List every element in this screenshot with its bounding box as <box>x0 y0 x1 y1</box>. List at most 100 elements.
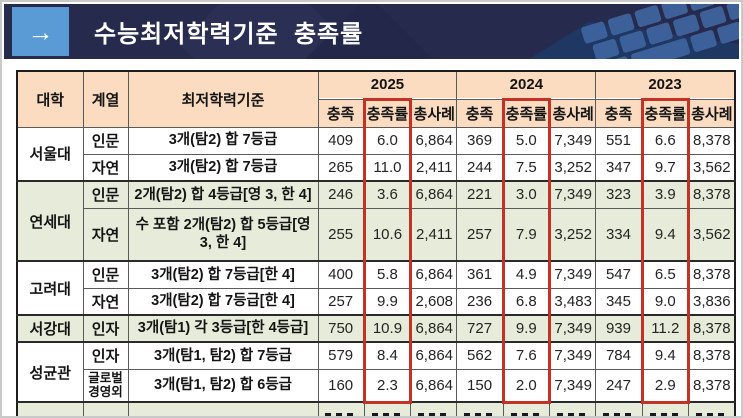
criteria-cell: 2개(탐2) 합 4등급[영 3, 한 4] <box>127 180 319 209</box>
value-cell: 6,864 <box>410 260 458 289</box>
value-cell <box>410 401 458 416</box>
value-cell: 7,349 <box>548 180 597 209</box>
value-cell: 400 <box>317 260 365 289</box>
value-cell: 5.8 <box>362 260 413 289</box>
track-cell: 인문 <box>82 180 129 209</box>
value-cell: 2,608 <box>410 287 458 316</box>
value-cell: 9.0 <box>640 287 690 316</box>
value-cell: 750 <box>317 314 365 343</box>
keyboard-image <box>529 4 739 59</box>
subheader-total: 총사례 <box>410 98 458 128</box>
track-cell: 인자 <box>82 314 129 343</box>
value-cell: 579 <box>317 341 365 370</box>
value-cell <box>548 401 597 416</box>
value-cell: 3.6 <box>362 180 413 209</box>
value-cell: 247 <box>595 368 643 403</box>
track-cell: 인문 <box>82 260 129 289</box>
value-cell: 8,378 <box>687 260 736 289</box>
value-cell: 3,252 <box>548 207 597 262</box>
value-cell: 6.6 <box>640 126 690 155</box>
subheader-met: 충족 <box>595 98 643 128</box>
value-cell: 8,378 <box>687 341 736 370</box>
value-cell: 6,864 <box>410 180 458 209</box>
value-cell: 6.8 <box>501 287 552 316</box>
value-cell: 8.4 <box>362 341 413 370</box>
table-row: 고려대 인문 3개(탐2) 합 7등급[한 4] 400 5.8 6,864 3… <box>16 260 736 316</box>
value-cell: 255 <box>317 207 365 262</box>
value-cell: 257 <box>456 207 504 262</box>
value-cell: 6,864 <box>410 341 458 370</box>
value-cell: 3,562 <box>687 207 736 262</box>
value-cell: 236 <box>456 287 504 316</box>
value-cell: 347 <box>595 153 643 182</box>
value-cell: 727 <box>456 314 504 343</box>
table-row: 자연 수 포함 2개(탐2) 합 5등급[영 3, 한 4] 255 10.6 … <box>17 207 736 262</box>
truncated-row <box>16 401 736 416</box>
header-track: 계열 <box>82 70 129 128</box>
value-cell: 3.9 <box>640 180 690 209</box>
value-cell: 257 <box>317 287 365 316</box>
table-row: 성균관 인자 3개(탐1, 탐2) 합 7등급 579 8.4 6,864 56… <box>16 341 736 403</box>
subheader-rate: 충족률 <box>362 97 413 128</box>
criteria-cell: 3개(탐1) 각 3등급[한 4등급] <box>127 314 319 343</box>
fulfillment-rate-table: 대학 계열 최저학력기준 2025 2024 2023 충족 충족률 총사례 충… <box>16 70 736 416</box>
value-cell <box>595 401 643 416</box>
table-row: 연세대 인문 2개(탐2) 합 4등급[영 3, 한 4] 246 3.6 6,… <box>16 180 736 262</box>
page-title: 수능최저학력기준 충족률 <box>94 21 364 48</box>
value-cell: 3.0 <box>501 180 552 209</box>
value-cell: 246 <box>317 180 365 209</box>
value-cell: 2,411 <box>410 207 458 262</box>
subheader-met: 충족 <box>456 98 504 128</box>
value-cell <box>363 401 412 416</box>
subheader-rate: 충족률 <box>640 97 690 128</box>
track-cell: 자연 <box>82 207 129 262</box>
header-year-2025: 2025 <box>317 70 458 100</box>
value-cell: 11.0 <box>362 153 413 182</box>
value-cell: 361 <box>456 260 504 289</box>
value-cell: 3,562 <box>687 153 736 182</box>
subheader-rate: 충족률 <box>501 97 552 128</box>
value-cell: 244 <box>456 153 504 182</box>
value-cell: 784 <box>595 341 643 370</box>
value-cell: 409 <box>317 126 365 155</box>
value-cell: 2.0 <box>501 368 552 404</box>
value-cell: 10.6 <box>362 207 413 262</box>
header-year-2023: 2023 <box>595 70 736 100</box>
value-cell: 9.7 <box>640 153 690 182</box>
value-cell: 9.9 <box>362 287 413 316</box>
value-cell: 6,864 <box>410 314 458 343</box>
track-cell: 인문 <box>82 126 129 155</box>
value-cell: 369 <box>456 126 504 155</box>
value-cell: 4.9 <box>501 260 552 289</box>
criteria-cell: 3개(탐2) 합 7등급[한 4] <box>127 260 319 289</box>
value-cell: 7,349 <box>548 260 597 289</box>
value-cell: 547 <box>595 260 643 289</box>
subheader-met: 충족 <box>317 98 365 128</box>
track-cell: 자연 <box>82 287 129 316</box>
value-cell: 265 <box>317 153 365 182</box>
title-banner: → 수능최저학력기준 충족률 <box>4 4 739 59</box>
track-cell <box>82 401 129 416</box>
value-cell <box>317 401 365 416</box>
value-cell <box>687 401 736 416</box>
track-cell: 글로벌경영외 <box>82 368 129 403</box>
table-row: 글로벌경영외 3개(탐1, 탐2) 합 6등급 160 2.3 6,864 15… <box>17 368 736 404</box>
value-cell: 939 <box>595 314 643 343</box>
value-cell: 10.9 <box>362 314 413 343</box>
criteria-cell: 3개(탐1, 탐2) 합 7등급 <box>127 341 319 370</box>
value-cell: 6.0 <box>362 126 413 155</box>
track-cell: 인자 <box>82 341 129 370</box>
value-cell: 8,378 <box>687 368 736 403</box>
value-cell: 3,252 <box>548 153 597 182</box>
subheader-total: 총사례 <box>548 98 597 128</box>
header-university: 대학 <box>16 70 84 128</box>
value-cell: 6,864 <box>410 126 458 155</box>
subheader-total: 총사례 <box>687 98 736 128</box>
value-cell: 9.9 <box>501 314 552 343</box>
value-cell: 7,349 <box>548 314 597 343</box>
table-row: 자연 3개(탐2) 합 7등급 265 11.0 2,411 244 7.5 3… <box>17 153 736 182</box>
criteria-cell: 3개(탐2) 합 7등급[한 4] <box>127 287 319 316</box>
criteria-cell: 수 포함 2개(탐2) 합 5등급[영 3, 한 4] <box>127 207 319 262</box>
value-cell: 6,864 <box>410 368 458 403</box>
